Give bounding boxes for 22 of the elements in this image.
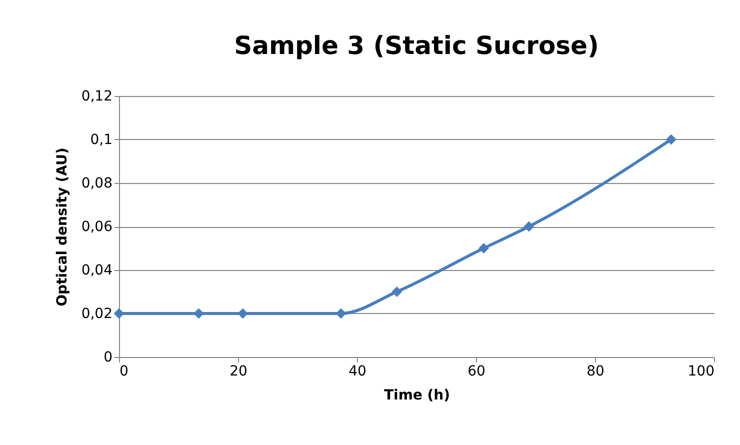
y-tick-label: 0,06	[81, 219, 113, 235]
point	[666, 134, 676, 145]
y-tick-label: 0,08	[81, 176, 112, 192]
point	[336, 308, 346, 319]
y-tick-label: 0,02	[81, 306, 112, 322]
point	[392, 286, 402, 297]
chart-title: Sample 3 (Static Sucrose)	[234, 31, 599, 60]
x-tick-label: 0	[120, 364, 128, 380]
y-tick-label: 0,12	[81, 88, 112, 104]
y-tick-label: 0,1	[90, 132, 112, 148]
x-axis-title: Time (h)	[384, 388, 450, 404]
y-tick-label: 0	[104, 350, 112, 366]
y-axis-title: Optical density (AU)	[54, 148, 70, 306]
y-tick-label: 0,04	[81, 262, 113, 278]
x-tick-label: 40	[348, 364, 366, 380]
x-tick-label: 80	[586, 364, 604, 380]
point	[524, 221, 534, 232]
x-tick-label: 20	[230, 364, 248, 380]
x-tick-label: 60	[468, 364, 486, 380]
point	[114, 308, 124, 319]
point	[478, 243, 489, 254]
x-tick-label: 100	[688, 364, 714, 380]
